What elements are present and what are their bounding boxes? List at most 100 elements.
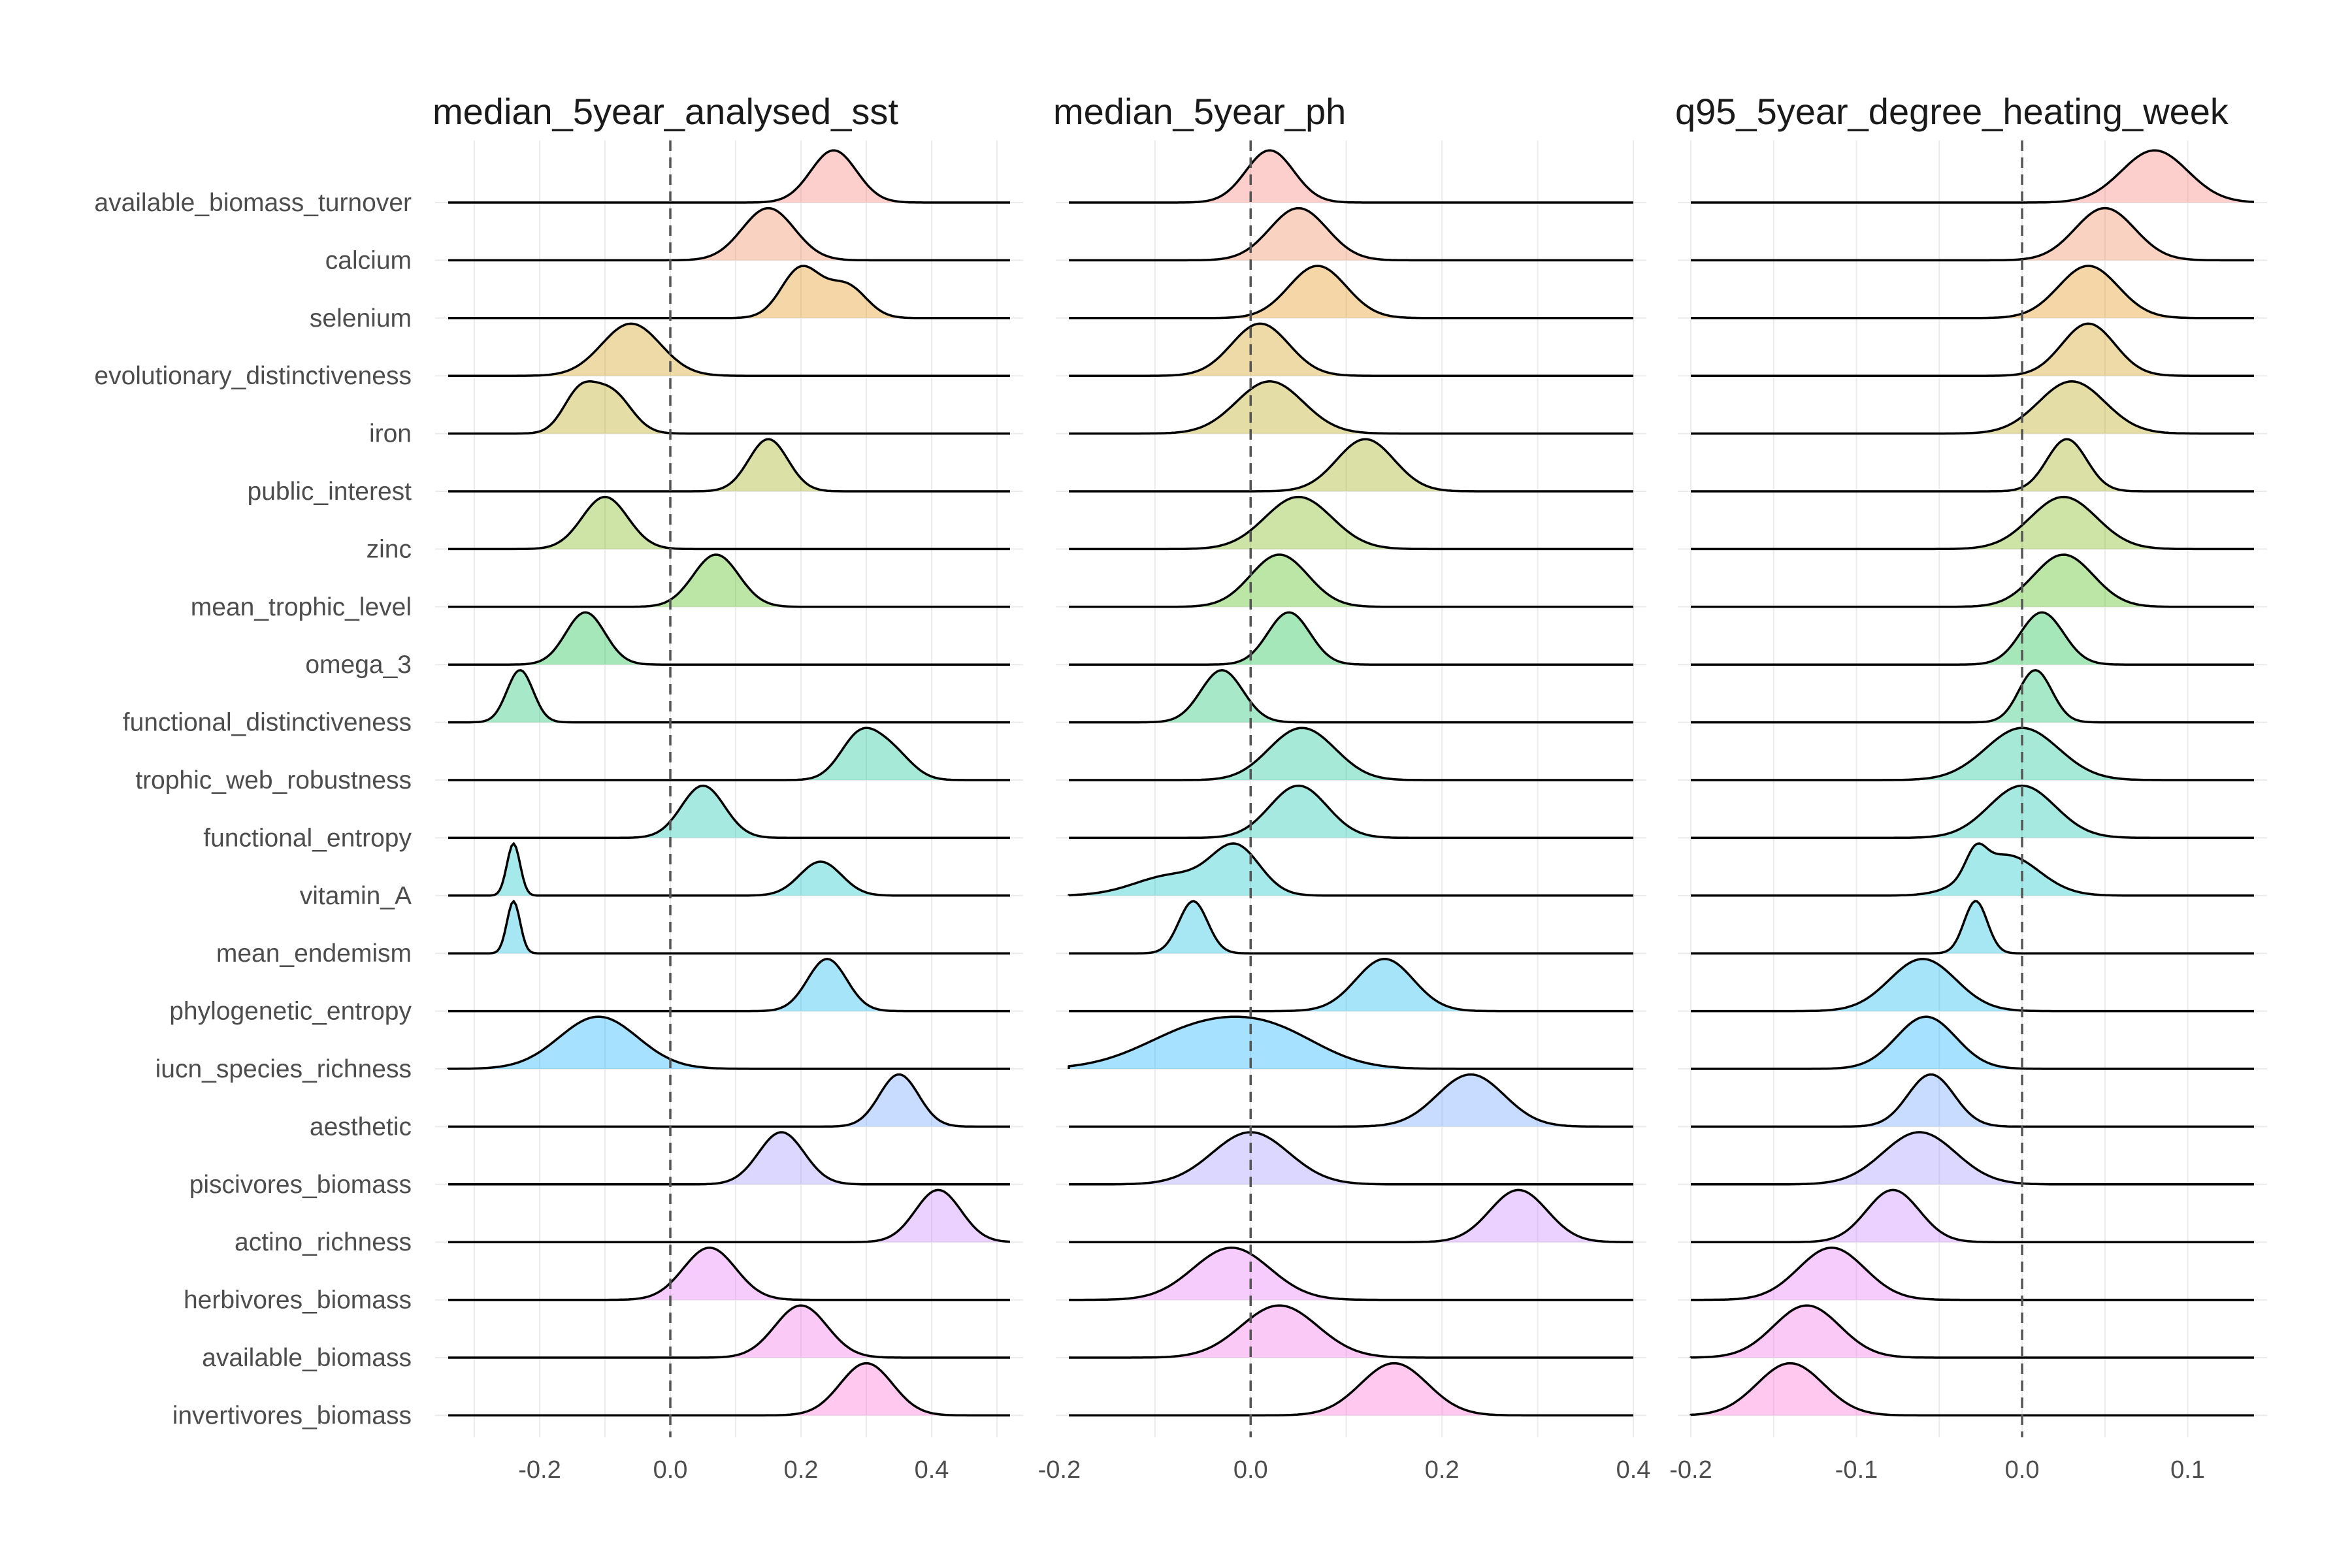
x-tick-label: 0.0 — [653, 1456, 688, 1484]
ridge-fill — [448, 1132, 1010, 1184]
ridge-line — [448, 380, 1010, 435]
ridge-line — [1691, 149, 2255, 204]
ridge-fill — [448, 1074, 1010, 1127]
ridge-line — [448, 149, 1010, 204]
ridge-line — [448, 669, 1010, 724]
ridge-line — [1069, 727, 1633, 781]
ridge-line — [1069, 1362, 1633, 1417]
panel-titles: median_5year_analysed_sst median_5year_ph… — [433, 91, 2229, 132]
ridge-fill — [448, 150, 1010, 203]
ridge-line — [1068, 1015, 1633, 1070]
ridge-line — [1691, 495, 2254, 551]
ridge-line — [1691, 784, 2254, 840]
ridge-fill — [1069, 843, 1633, 896]
row-label: functional_entropy — [203, 824, 412, 852]
ridge-line — [1691, 380, 2254, 435]
ridge-line — [448, 438, 1010, 493]
x-tick-label: -0.2 — [1038, 1456, 1081, 1484]
ridge-line — [1691, 1015, 2254, 1070]
x-tick-labels: -0.2 0.0 0.2 0.4 -0.2 0.0 0.2 0.4 -0.2 -0.1 0.0 0.1 — [518, 1456, 2205, 1484]
row-label: invertivores_biomass — [172, 1401, 412, 1429]
ridge-fill — [448, 208, 1010, 261]
x-tick-label: -0.1 — [1835, 1456, 1878, 1484]
ridge-line — [1691, 611, 2254, 666]
ridge-line — [1691, 669, 2254, 724]
ridge-fill — [1069, 1190, 1633, 1243]
ridge-fill — [448, 670, 1010, 723]
ridge-fill — [448, 1190, 1010, 1243]
ridge-fill — [1691, 728, 2254, 780]
x-tick-label: 0.1 — [2170, 1456, 2205, 1484]
ridge-line — [1690, 1304, 2254, 1359]
ridge-line — [1069, 1247, 1633, 1301]
ridge-fill — [1691, 785, 2254, 838]
ridge-fill — [448, 958, 1010, 1011]
x-tick-label: 0.0 — [1233, 1456, 1268, 1484]
ridge-fill — [448, 381, 1010, 434]
ridge-fill — [1691, 1074, 2254, 1127]
ridge-fill — [1691, 958, 2254, 1011]
ridge-line — [1069, 1188, 1633, 1243]
ridge-line — [1691, 1073, 2254, 1128]
x-tick-label: 0.2 — [1425, 1456, 1460, 1484]
ridge-fill — [1069, 1363, 1633, 1416]
ridge-fill — [1691, 670, 2254, 723]
ridge-fill — [1691, 439, 2254, 491]
x-tick-label: 0.0 — [2005, 1456, 2040, 1484]
ridge-fill — [448, 266, 1010, 318]
ridge-line — [448, 1131, 1010, 1186]
ridge-fill — [1691, 381, 2254, 434]
ridge-fill — [448, 497, 1010, 549]
ridge-line — [448, 611, 1010, 666]
x-tick-label: 0.2 — [784, 1456, 819, 1484]
ridge-line — [1691, 727, 2254, 781]
ridge-line — [1069, 1131, 1633, 1186]
ridge-line — [448, 206, 1010, 262]
reference-lines — [669, 140, 2023, 1437]
ridge-line — [1691, 1247, 2254, 1301]
ridge-line — [448, 842, 1010, 897]
ridge-fill — [1691, 555, 2254, 607]
row-label: iucn_species_richness — [155, 1055, 412, 1083]
ridge-fill — [448, 1017, 1010, 1069]
ridge-line — [1069, 322, 1633, 377]
ridge-fill — [448, 1247, 1010, 1300]
ridge-fill — [448, 785, 1010, 838]
ridge-fill — [1691, 208, 2254, 261]
ridge-fill — [448, 728, 1010, 780]
row-label: available_biomass — [202, 1344, 412, 1372]
ridge-line — [1691, 1188, 2254, 1243]
ridge-fill — [1069, 555, 1633, 607]
ridge-fill — [1069, 785, 1633, 838]
ridge-line — [1069, 1073, 1633, 1128]
panel-title: median_5year_ph — [1053, 91, 1346, 132]
ridge-line — [1069, 495, 1633, 551]
ridge-fill — [1069, 670, 1633, 723]
row-label: calcium — [325, 246, 412, 274]
ridge-fill — [1691, 612, 2254, 665]
ridge-line — [448, 1304, 1010, 1359]
ridge-fill — [1691, 1363, 2254, 1416]
ridge-fill — [448, 843, 1010, 896]
ridge-line — [1691, 322, 2254, 377]
ridge-fill — [1691, 1190, 2254, 1243]
ridge-line — [447, 1015, 1010, 1070]
ridge-line — [448, 495, 1010, 551]
ridge-fill — [1069, 1247, 1633, 1300]
row-label: zinc — [367, 535, 412, 563]
row-label: selenium — [310, 304, 412, 333]
ridge-fill — [448, 1363, 1010, 1416]
x-tick-label: 0.4 — [1616, 1456, 1651, 1484]
ridge-fill — [1069, 323, 1633, 376]
ridge-line — [448, 958, 1010, 1013]
ridge-line — [1069, 958, 1633, 1013]
x-tick-label: 0.4 — [915, 1456, 949, 1484]
x-tick-label: -0.2 — [1669, 1456, 1712, 1484]
ridge-fill — [1691, 1132, 2254, 1184]
panel-title: median_5year_analysed_sst — [433, 91, 898, 132]
row-label: omega_3 — [305, 651, 412, 679]
ridge-line — [1691, 842, 2254, 897]
ridge-line — [1691, 900, 2254, 955]
ridge-line — [1691, 206, 2254, 262]
